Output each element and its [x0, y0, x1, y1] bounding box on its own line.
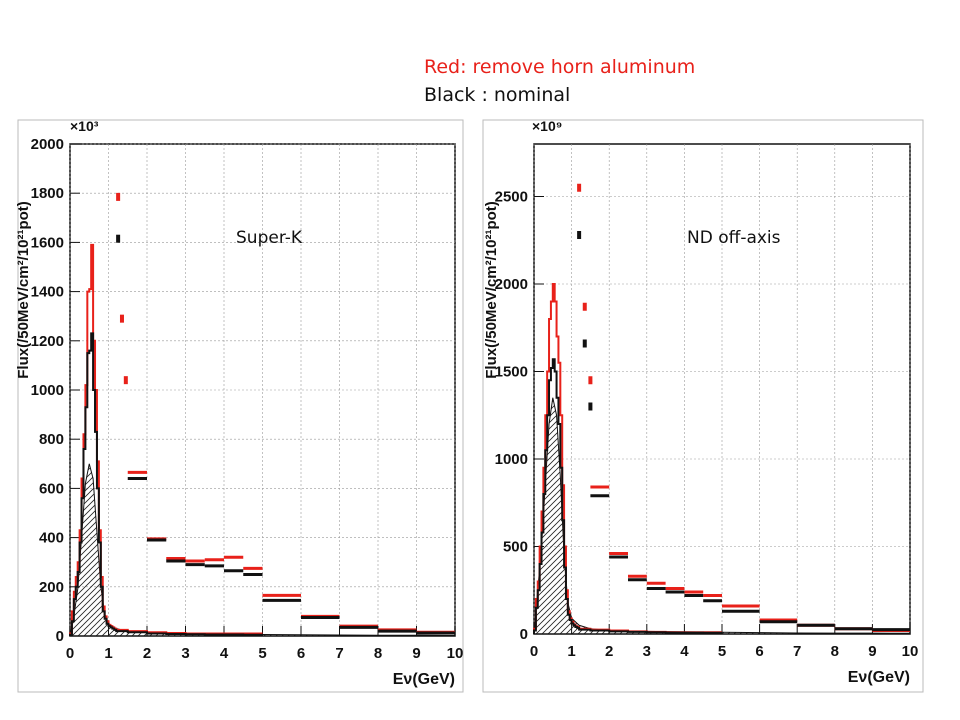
y-tick-label: 2000: [31, 136, 64, 153]
y-tick-label: 0: [56, 628, 64, 645]
x-tick-label: 9: [412, 645, 420, 662]
legend-red-label: Red: remove horn aluminum: [424, 56, 696, 78]
x-tick-label: 3: [643, 643, 651, 660]
series-point: [577, 231, 582, 239]
panel-label: ND off-axis: [687, 228, 781, 248]
x-tick-label: 2: [605, 643, 613, 660]
series-point: [116, 192, 121, 201]
series-step-line: [69, 332, 263, 636]
y-tick-label: 0: [520, 626, 528, 643]
x-tick-label: 4: [680, 643, 689, 660]
series-point: [577, 183, 582, 192]
y-tick-label: 1000: [31, 382, 64, 399]
x-tick-label: 7: [335, 645, 343, 662]
y-tick-label: 1200: [31, 333, 64, 350]
scale-label: ×10⁹: [532, 118, 562, 134]
y-tick-label: 1600: [31, 234, 64, 251]
scale-label: ×10³: [70, 118, 99, 134]
series-point: [123, 376, 128, 385]
x-tick-label: 4: [220, 645, 229, 662]
y-tick-label: 1400: [31, 284, 64, 301]
x-tick-label: 0: [530, 643, 538, 660]
y-tick-label: 600: [39, 480, 64, 497]
y-tick-label: 800: [39, 431, 64, 448]
x-tick-label: 1: [567, 643, 575, 660]
x-tick-label: 5: [718, 643, 726, 660]
x-tick-label: 10: [902, 643, 919, 660]
series-step-line: [533, 358, 722, 634]
x-tick-label: 8: [831, 643, 839, 660]
series-point: [588, 376, 593, 385]
x-tick-label: 2: [143, 645, 151, 662]
y-axis-label: Flux(/50MeV/cm²/10²¹pot): [483, 201, 500, 379]
x-tick-label: 7: [793, 643, 801, 660]
x-tick-label: 3: [181, 645, 189, 662]
x-axis-label: Eν(GeV): [848, 669, 910, 686]
x-tick-label: 5: [258, 645, 266, 662]
x-tick-label: 8: [374, 645, 382, 662]
y-tick-label: 200: [39, 579, 64, 596]
panel-label: Super-K: [236, 228, 303, 248]
y-tick-label: 1800: [31, 185, 64, 202]
series-point: [582, 339, 587, 348]
legend-black-label: Black : nominal: [424, 84, 571, 106]
x-tick-label: 6: [755, 643, 763, 660]
chart-panel-2: 0 1 2 3 4 5 6 7 8 9 10 0 500 1000 1500 2000 2500 Eν(GeV) F…: [482, 118, 924, 693]
series-point: [582, 302, 587, 311]
hatched-area: [533, 397, 911, 635]
x-axis-label: Eν(GeV): [393, 671, 455, 688]
series-point: [588, 402, 593, 411]
x-tick-label: 6: [297, 645, 305, 662]
x-tick-label: 10: [447, 645, 464, 662]
y-tick-label: 400: [39, 530, 64, 547]
y-axis-label: Flux(/50MeV/cm²/10²¹pot): [15, 201, 32, 379]
series-point: [116, 234, 121, 243]
legend: Red: remove horn aluminum Black : nomina…: [424, 53, 695, 109]
y-tick-label: 1000: [495, 451, 528, 468]
y-tick-label: 2000: [495, 276, 528, 293]
x-tick-label: 1: [104, 645, 112, 662]
y-tick-label: 1500: [495, 364, 528, 381]
y-tick-label: 2500: [495, 189, 528, 206]
chart-panel-1: 0 1 2 3 4 5 6 7 8 9 10 0 200 400 600 800 1000 1200 1400 160…: [15, 118, 464, 693]
series-nominal: [533, 231, 910, 634]
series-point: [119, 314, 124, 323]
x-tick-label: 0: [66, 645, 74, 662]
x-tick-label: 9: [868, 643, 876, 660]
series-nominal: [69, 234, 455, 636]
y-tick-label: 500: [503, 539, 528, 556]
